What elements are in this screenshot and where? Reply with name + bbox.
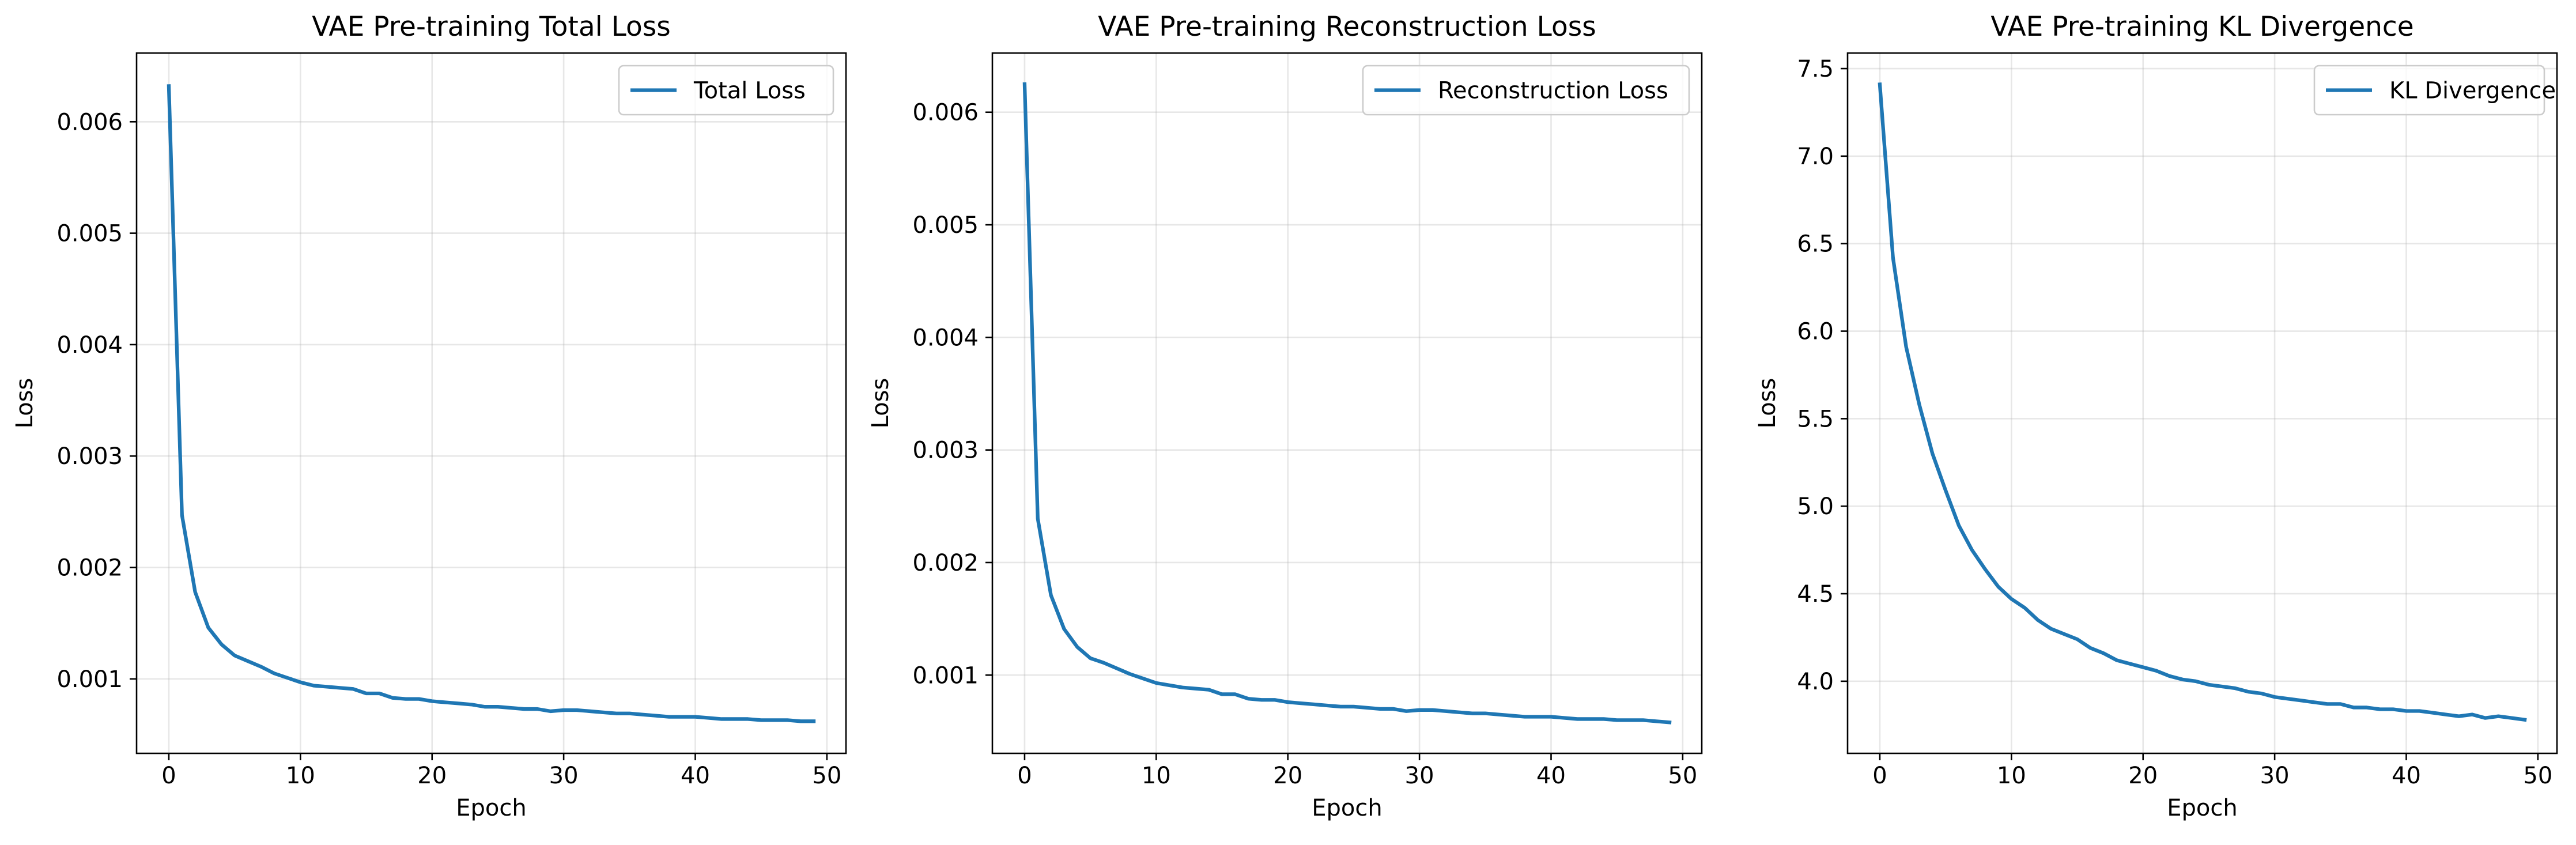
- chart-3-y-axis-label: Loss: [1754, 378, 1781, 429]
- chart-3: 0 10 20 30 40 50 4.0 4.5 5.0 5.5 6.0 6.5 7.0 7.5 VAE P…: [1754, 11, 2558, 821]
- chart-2-y-tick-label-5: 0.006: [912, 100, 979, 126]
- chart-2-x-tick-label-1: 10: [1142, 763, 1171, 789]
- chart-1-x-axis-label: Epoch: [456, 795, 526, 821]
- chart-2-y-tick-label-4: 0.005: [912, 212, 979, 239]
- chart-3-legend: KL Divergence: [2313, 65, 2556, 116]
- chart-2-y-axis-label: Loss: [867, 378, 894, 429]
- chart-2-y-tick-label-2: 0.003: [912, 437, 979, 464]
- chart-3-title: VAE Pre-training KL Divergence: [1990, 11, 2413, 43]
- chart-3-y-tick-label-7: 7.5: [1797, 56, 1834, 82]
- chart-2-x-axis-label: Epoch: [1312, 795, 1382, 821]
- chart-1: 0 10 20 30 40 50 0.001 0.002 0.003 0.004 0.005 0.00…: [12, 11, 847, 821]
- chart-2-y-tick-label-1: 0.002: [912, 550, 979, 576]
- chart-3-y-tick-label-6: 7.0: [1797, 144, 1834, 170]
- chart-1-y-tick-label-3: 0.004: [56, 332, 123, 359]
- chart-2-x-tick-label-2: 20: [1273, 763, 1302, 789]
- chart-3-series-line-0: [1878, 82, 2527, 722]
- chart-1-x-tick-label-5: 50: [812, 763, 841, 789]
- chart-1-axes-frame: [135, 52, 847, 755]
- chart-2-legend-box: [1362, 65, 1690, 116]
- chart-2-legend-label: Reconstruction Loss: [1438, 78, 1668, 104]
- chart-1-x-tick-label-3: 30: [549, 763, 579, 789]
- chart-3-x-tick-label-5: 50: [2523, 763, 2552, 789]
- chart-1-y-tick-label-0: 0.001: [56, 666, 123, 693]
- chart-1-legend-box: [618, 65, 834, 116]
- chart-3-x-tick-label-0: 0: [1872, 763, 1887, 789]
- chart-1-x-tick-label-1: 10: [286, 763, 315, 789]
- chart-3-y-tick-label-3: 5.5: [1797, 406, 1834, 432]
- chart-2-x-tick-label-4: 40: [1536, 763, 1566, 789]
- chart-1-x-tick-label-4: 40: [681, 763, 710, 789]
- chart-1-y-tick-label-5: 0.006: [56, 109, 123, 135]
- chart-2-legend: Reconstruction Loss: [1362, 65, 1690, 116]
- chart-3-legend-label: KL Divergence: [2389, 78, 2556, 104]
- chart-3-x-axis-label: Epoch: [2167, 795, 2237, 821]
- chart-2-x-tick-label-3: 30: [1405, 763, 1434, 789]
- chart-3-x-tick-label-3: 30: [2260, 763, 2290, 789]
- chart-3-y-tick-label-4: 6.0: [1797, 319, 1834, 345]
- chart-1-series-line-0: [167, 84, 816, 723]
- chart-3-x-tick-label-1: 10: [1997, 763, 2026, 789]
- chart-1-y-axis-label: Loss: [12, 378, 38, 429]
- chart-1-y-tick-label-4: 0.005: [56, 221, 123, 247]
- chart-2-series-line-0: [1022, 82, 1672, 725]
- chart-3-x-tick-label-4: 40: [2392, 763, 2421, 789]
- chart-1-title: VAE Pre-training Total Loss: [312, 11, 670, 43]
- chart-2-x-tick-label-5: 50: [1668, 763, 1697, 789]
- chart-2-y-tick-label-3: 0.004: [912, 325, 979, 351]
- chart-1-x-tick-label-0: 0: [161, 763, 176, 789]
- chart-3-x-tick-label-2: 20: [2128, 763, 2158, 789]
- chart-3-legend-box: [2313, 65, 2545, 116]
- chart-3-y-tick-label-2: 5.0: [1797, 493, 1834, 520]
- chart-2: 0 10 20 30 40 50 0.001 0.002 0.003 0.004 0.005 0.00…: [867, 11, 1703, 821]
- chart-2-title: VAE Pre-training Reconstruction Loss: [1098, 11, 1596, 43]
- chart-1-legend-label: Total Loss: [693, 78, 806, 104]
- chart-2-axes-frame: [991, 52, 1703, 755]
- chart-3-axes-frame: [1846, 52, 2558, 755]
- chart-1-legend: Total Loss: [618, 65, 834, 116]
- chart-2-x-tick-label-0: 0: [1017, 763, 1032, 789]
- chart-3-y-tick-label-5: 6.5: [1797, 231, 1834, 258]
- chart-1-x-tick-label-2: 20: [417, 763, 447, 789]
- chart-1-y-tick-label-2: 0.003: [56, 443, 123, 470]
- chart-1-y-tick-label-1: 0.002: [56, 555, 123, 582]
- chart-2-y-tick-label-0: 0.001: [912, 662, 979, 689]
- chart-3-y-tick-label-1: 4.5: [1797, 581, 1834, 608]
- chart-3-y-tick-label-0: 4.0: [1797, 669, 1834, 695]
